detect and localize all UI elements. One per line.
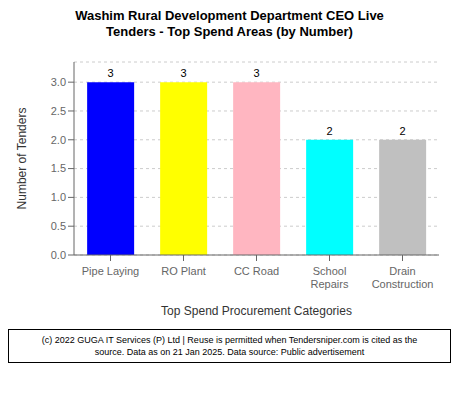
svg-text:2: 2 <box>327 125 333 137</box>
svg-text:Top Spend Procurement Categori: Top Spend Procurement Categories <box>161 304 352 318</box>
svg-text:Pipe Laying: Pipe Laying <box>82 265 140 277</box>
svg-text:3: 3 <box>108 67 114 79</box>
html-text:Tenders - Top Spend Areas (by: Tenders - Top Spend Areas (by Number) <box>106 24 353 39</box>
svg-text:CC Road: CC Road <box>234 265 279 277</box>
svg-text:DrainConstruction: DrainConstruction <box>372 265 434 290</box>
svg-text:3.0: 3.0 <box>51 76 66 88</box>
svg-text:2: 2 <box>400 125 406 137</box>
svg-text:0.0: 0.0 <box>51 249 66 261</box>
svg-text:1.0: 1.0 <box>51 191 66 203</box>
svg-text:3: 3 <box>181 67 187 79</box>
svg-text:2.5: 2.5 <box>51 105 66 117</box>
svg-text:RO Plant: RO Plant <box>161 265 206 277</box>
html-text:Washim Rural Development Depar: Washim Rural Development Department CEO … <box>75 8 384 23</box>
svg-text:1.5: 1.5 <box>51 162 66 174</box>
svg-text:3: 3 <box>254 67 260 79</box>
svg-text:0.5: 0.5 <box>51 220 66 232</box>
svg-text:2.0: 2.0 <box>51 134 66 146</box>
html-text:(c) 2022 GUGA IT Services (P): (c) 2022 GUGA IT Services (P) Ltd | Reus… <box>41 335 418 345</box>
html-text:source. Data as on 21 Jan 2025: source. Data as on 21 Jan 2025. Data sou… <box>94 347 365 357</box>
svg-text:Number of Tenders: Number of Tenders <box>15 108 29 210</box>
svg-text:SchoolRepairs: SchoolRepairs <box>311 265 349 290</box>
